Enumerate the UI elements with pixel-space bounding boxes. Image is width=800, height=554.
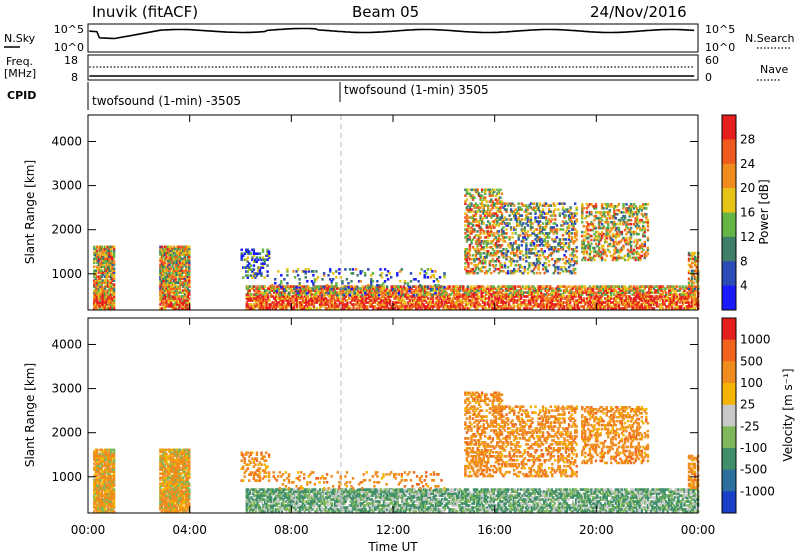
x-tick-label: 12:00 (376, 523, 411, 537)
time-x-axis: 00:00 04:00 08:00 12:00 16:00 20:00 00:00 (71, 115, 716, 537)
x-tick-label: 20:00 (579, 523, 614, 537)
colorbar-segment (722, 404, 736, 427)
nsky-right-tick-top: 10^5 (705, 23, 735, 36)
velocity-y-label: Slant Range [km] (23, 363, 37, 467)
power-data-cells (93, 188, 700, 310)
colorbar-segment (722, 318, 736, 341)
colorbar-segment (722, 212, 736, 238)
x-axis-label: Time UT (367, 540, 418, 554)
colorbar-tick-label: 100 (740, 376, 763, 390)
colorbar-tick-label: 24 (740, 157, 755, 171)
colorbar-segment (722, 426, 736, 449)
power-y-label: Slant Range [km] (23, 160, 37, 264)
colorbar-segment (722, 285, 736, 311)
colorbar-segment (722, 261, 736, 287)
x-tick-label: 08:00 (274, 523, 309, 537)
velocity-colorbar-label: Velocity [m s⁻¹] (781, 368, 795, 461)
colorbar-tick-label: 8 (740, 254, 748, 268)
power-colorbar-label: Power [dB] (757, 179, 771, 244)
velocity-y-axis: 4000 3000 2000 1000 (51, 337, 698, 484)
colorbar-tick-label: 4 (740, 279, 748, 293)
freq-unit: [MHz] (4, 67, 36, 80)
freq-left-tick-bottom: 8 (71, 71, 78, 84)
x-tick-label: 04:00 (172, 523, 207, 537)
y-tick-label: 3000 (51, 179, 82, 193)
y-tick-label: 4000 (51, 134, 82, 148)
colorbar-segment (722, 448, 736, 471)
colorbar-segment (722, 163, 736, 189)
colorbar-tick-label: 16 (740, 206, 755, 220)
nsky-right-tick-bottom: 10^0 (705, 41, 735, 54)
colorbar-tick-label: 500 (740, 354, 763, 368)
colorbar-segment (722, 115, 736, 140)
velocity-colorbar: 1000 500 100 25 -25 -100 -500 -1000 (721, 317, 775, 514)
nsearch-label: N.Search (745, 32, 795, 45)
station-title: Inuvik (fitACF) (92, 3, 198, 21)
nsky-panel: N.Sky 10^5 10^0 10^5 10^0 N.Search (4, 23, 795, 54)
colorbar-tick-label: 20 (740, 181, 755, 195)
cpid-segment-2: twofsound (1-min) 3505 (344, 83, 489, 97)
colorbar-tick-label: -100 (740, 441, 767, 455)
colorbar-tick-label: 12 (740, 230, 755, 244)
y-tick-label: 1000 (51, 267, 82, 281)
colorbar-segment (722, 383, 736, 406)
colorbar-tick-label: 1000 (740, 333, 771, 347)
nsky-left-tick-top: 10^5 (54, 23, 84, 36)
x-tick-label: 00:00 (71, 523, 106, 537)
velocity-panel: 4000 3000 2000 1000 Slant Range [km] 1000 50… (23, 317, 795, 514)
colorbar-tick-label: -500 (740, 463, 767, 477)
freq-panel: Freq. [MHz] 18 8 60 0 Nave (4, 54, 788, 84)
power-colorbar: 28 24 20 16 12 8 4 (721, 114, 755, 311)
colorbar-segment (722, 339, 736, 362)
cpid-row: CPID twofsound (1-min) -3505 twofsound (… (7, 82, 489, 110)
colorbar-tick-label: 25 (740, 398, 755, 412)
freq-label: Freq. (6, 55, 33, 68)
freq-right-tick-top: 60 (705, 54, 719, 67)
y-tick-label: 4000 (51, 337, 82, 351)
y-tick-label: 2000 (51, 426, 82, 440)
colorbar-tick-label: 28 (740, 132, 755, 146)
freq-right-tick-bottom: 0 (705, 71, 712, 84)
cpid-label: CPID (7, 89, 36, 102)
colorbar-segment (722, 361, 736, 384)
y-tick-label: 2000 (51, 223, 82, 237)
colorbar-segment (722, 188, 736, 213)
colorbar-segment (722, 491, 736, 514)
nsky-line (89, 27, 695, 40)
y-tick-label: 1000 (51, 470, 82, 484)
colorbar-tick-label: -1000 (740, 484, 775, 498)
colorbar-segment (722, 139, 736, 165)
nsky-label: N.Sky (4, 32, 36, 45)
date-title: 24/Nov/2016 (590, 3, 687, 21)
freq-left-tick-top: 18 (64, 54, 78, 67)
x-tick-label: 16:00 (477, 523, 512, 537)
x-tick-label: 00:00 (681, 523, 716, 537)
y-tick-label: 3000 (51, 382, 82, 396)
nsky-left-tick-bottom: 10^0 (54, 41, 84, 54)
colorbar-segment (722, 236, 736, 262)
colorbar-segment (722, 469, 736, 492)
colorbar-tick-label: -25 (740, 419, 760, 433)
power-panel: 4000 3000 2000 1000 Slant Range [km] 28 24 20… (23, 114, 771, 311)
cpid-segment-1: twofsound (1-min) -3505 (92, 94, 241, 108)
power-y-axis: 4000 3000 2000 1000 (51, 134, 698, 281)
nave-label: Nave (760, 63, 788, 76)
velocity-data-cells (93, 391, 700, 513)
beam-title: Beam 05 (352, 3, 419, 21)
